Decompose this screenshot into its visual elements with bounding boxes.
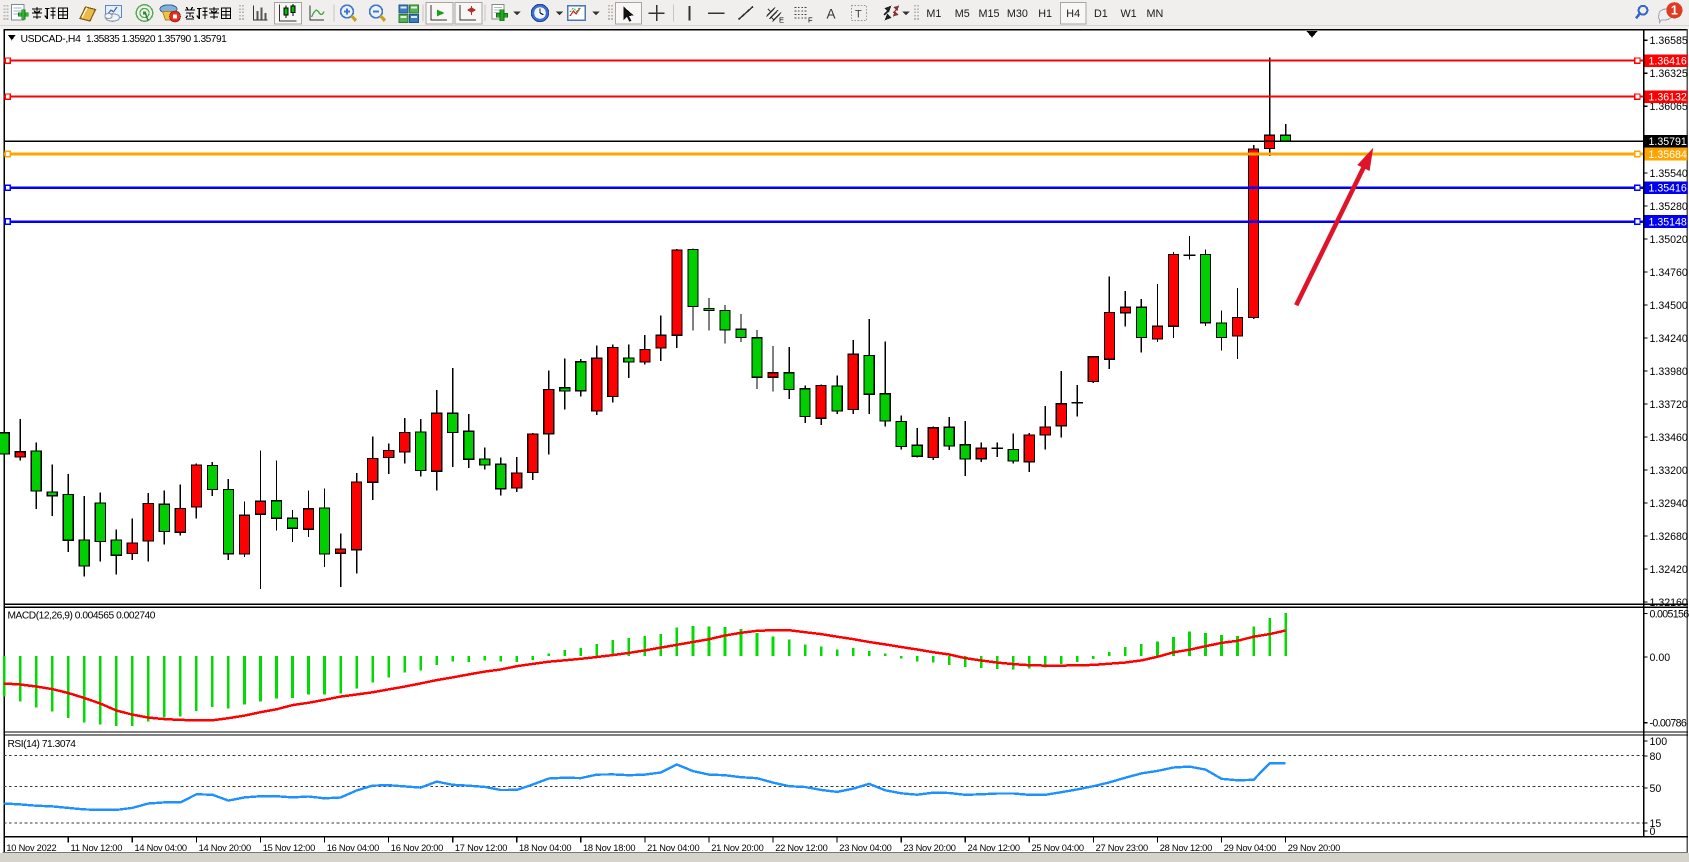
svg-text:1.36065: 1.36065 xyxy=(1650,101,1688,113)
svg-text:F: F xyxy=(808,16,813,25)
svg-text:MACD(12,26,9) 0.004565 0.00274: MACD(12,26,9) 0.004565 0.002740 xyxy=(8,611,156,622)
svg-text:18 Nov 04:00: 18 Nov 04:00 xyxy=(519,843,571,853)
svg-text:D1: D1 xyxy=(1094,8,1108,20)
svg-text:11 Nov 12:00: 11 Nov 12:00 xyxy=(71,843,123,853)
svg-text:1.35416: 1.35416 xyxy=(1649,183,1687,195)
svg-text:1: 1 xyxy=(1671,4,1678,18)
svg-text:16 Nov 20:00: 16 Nov 20:00 xyxy=(391,843,443,853)
svg-text:E: E xyxy=(779,16,784,25)
svg-text:0: 0 xyxy=(1650,826,1656,838)
svg-text:H1: H1 xyxy=(1038,8,1052,20)
svg-text:100: 100 xyxy=(1650,736,1668,748)
svg-text:1.35791: 1.35791 xyxy=(1649,136,1687,148)
svg-text:1.35020: 1.35020 xyxy=(1650,234,1688,246)
svg-text:M15: M15 xyxy=(978,8,999,20)
svg-text:H4: H4 xyxy=(1066,8,1080,20)
svg-text:17 Nov 12:00: 17 Nov 12:00 xyxy=(455,843,507,853)
svg-text:80: 80 xyxy=(1650,751,1662,763)
svg-text:23 Nov 20:00: 23 Nov 20:00 xyxy=(903,843,955,853)
svg-text:22 Nov 12:00: 22 Nov 12:00 xyxy=(775,843,827,853)
svg-text:M5: M5 xyxy=(955,8,970,20)
svg-text:28 Nov 12:00: 28 Nov 12:00 xyxy=(1160,843,1212,853)
svg-text:24 Nov 12:00: 24 Nov 12:00 xyxy=(968,843,1020,853)
svg-text:M30: M30 xyxy=(1007,8,1028,20)
svg-text:16 Nov 04:00: 16 Nov 04:00 xyxy=(327,843,379,853)
svg-text:18 Nov 18:00: 18 Nov 18:00 xyxy=(583,843,635,853)
svg-text:1.33200: 1.33200 xyxy=(1650,465,1688,477)
svg-text:1.36325: 1.36325 xyxy=(1650,68,1688,80)
svg-text:0.005156: 0.005156 xyxy=(1650,608,1689,620)
svg-text:1.32940: 1.32940 xyxy=(1650,498,1688,510)
svg-text:1.34760: 1.34760 xyxy=(1650,267,1688,279)
svg-text:1.34240: 1.34240 xyxy=(1650,333,1688,345)
svg-text:21 Nov 04:00: 21 Nov 04:00 xyxy=(647,843,699,853)
svg-text:1.33980: 1.33980 xyxy=(1650,366,1688,378)
svg-text:21 Nov 20:00: 21 Nov 20:00 xyxy=(711,843,763,853)
svg-text:1.33460: 1.33460 xyxy=(1650,432,1688,444)
svg-text:1.35540: 1.35540 xyxy=(1650,168,1688,180)
svg-text:1.35280: 1.35280 xyxy=(1650,201,1688,213)
svg-text:1.32680: 1.32680 xyxy=(1650,531,1688,543)
svg-text:14 Nov 04:00: 14 Nov 04:00 xyxy=(135,843,187,853)
svg-text:1.36585: 1.36585 xyxy=(1650,35,1688,47)
svg-text:1.36132: 1.36132 xyxy=(1649,92,1687,104)
svg-text:1.34500: 1.34500 xyxy=(1650,300,1688,312)
svg-text:T: T xyxy=(855,9,862,21)
svg-text:MN: MN xyxy=(1147,8,1164,20)
svg-text:1.35148: 1.35148 xyxy=(1649,216,1687,228)
svg-text:1.36416: 1.36416 xyxy=(1649,56,1687,68)
svg-text:M1: M1 xyxy=(926,8,941,20)
svg-text:29 Nov 04:00: 29 Nov 04:00 xyxy=(1224,843,1276,853)
svg-text:1.35684: 1.35684 xyxy=(1649,149,1687,161)
svg-text:29 Nov 20:00: 29 Nov 20:00 xyxy=(1288,843,1340,853)
svg-text:RSI(14) 71.3074: RSI(14) 71.3074 xyxy=(8,739,77,750)
svg-text:14 Nov 20:00: 14 Nov 20:00 xyxy=(199,843,251,853)
svg-text:USDCAD-,H4: USDCAD-,H4 xyxy=(21,34,82,45)
svg-text:W1: W1 xyxy=(1120,8,1136,20)
svg-text:50: 50 xyxy=(1650,783,1662,795)
svg-text:0.00: 0.00 xyxy=(1650,652,1671,664)
svg-text:1.35835 1.35920 1.35790 1.3579: 1.35835 1.35920 1.35790 1.35791 xyxy=(86,34,227,45)
svg-text:15: 15 xyxy=(1650,818,1662,830)
svg-text:10 Nov 2022: 10 Nov 2022 xyxy=(6,843,56,853)
svg-text:1.32420: 1.32420 xyxy=(1650,564,1688,576)
svg-text:-0.00786: -0.00786 xyxy=(1650,718,1687,730)
svg-text:23 Nov 04:00: 23 Nov 04:00 xyxy=(839,843,891,853)
svg-text:1.33720: 1.33720 xyxy=(1650,399,1688,411)
svg-text:27 Nov 23:00: 27 Nov 23:00 xyxy=(1096,843,1148,853)
svg-text:25 Nov 04:00: 25 Nov 04:00 xyxy=(1032,843,1084,853)
svg-text:A: A xyxy=(827,7,836,22)
svg-text:1.32160: 1.32160 xyxy=(1650,597,1688,609)
svg-text:15 Nov 12:00: 15 Nov 12:00 xyxy=(263,843,315,853)
